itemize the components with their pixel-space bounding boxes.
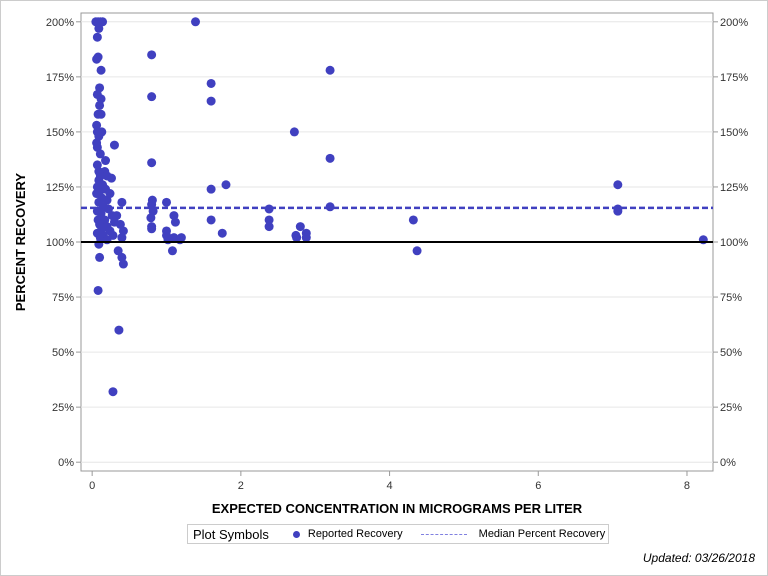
- x-tick-label: 2: [238, 480, 244, 492]
- data-point: [206, 184, 216, 194]
- data-point: [95, 149, 105, 159]
- data-point: [292, 233, 302, 243]
- data-point: [167, 246, 177, 256]
- legend-dash-icon: [420, 533, 467, 535]
- data-point: [147, 158, 157, 168]
- y-tick-label: 175%: [46, 72, 74, 84]
- x-axis-label: EXPECTED CONCENTRATION IN MICROGRAMS PER…: [212, 501, 583, 516]
- y-tick-label-right: 150%: [720, 127, 748, 139]
- y-tick-label: 150%: [46, 127, 74, 139]
- data-point: [101, 156, 111, 166]
- y-tick-label-right: 0%: [720, 457, 736, 469]
- y-tick-label: 50%: [52, 347, 74, 359]
- data-point: [264, 215, 274, 225]
- data-point: [114, 325, 124, 335]
- y-tick-label: 100%: [46, 237, 74, 249]
- legend-entry-reported: Reported Recovery: [307, 528, 403, 540]
- data-point: [95, 100, 105, 110]
- y-tick-label: 125%: [46, 182, 74, 194]
- y-tick-label: 75%: [52, 292, 74, 304]
- data-point: [112, 211, 122, 221]
- y-tick-label-right: 75%: [720, 292, 742, 304]
- data-point: [95, 252, 105, 262]
- data-point: [92, 54, 102, 64]
- data-point: [206, 96, 216, 106]
- data-point: [96, 65, 106, 75]
- data-point: [147, 224, 157, 234]
- data-point: [108, 387, 118, 397]
- data-point: [93, 285, 103, 295]
- data-point: [170, 217, 180, 227]
- data-point: [102, 195, 112, 205]
- scatter-chart: 0% 0% 25% 25% 50% 50% 75% 75% 100% 100% 125% 125% 15…: [13, 12, 748, 516]
- data-point: [93, 109, 103, 119]
- data-point: [147, 50, 157, 60]
- y-axis-label: PERCENT RECOVERY: [13, 173, 28, 312]
- data-point: [264, 222, 274, 232]
- legend: Plot Symbols Reported Recovery Median Pe…: [187, 524, 609, 544]
- x-tick-label: 6: [535, 480, 541, 492]
- data-point: [118, 259, 128, 269]
- data-point: [92, 32, 102, 42]
- data-point: [162, 197, 172, 207]
- data-point: [295, 222, 305, 232]
- y-tick-label: 0%: [58, 457, 74, 469]
- legend-title: Plot Symbols: [193, 526, 269, 542]
- y-tick-label-right: 25%: [720, 402, 742, 414]
- data-point: [613, 180, 623, 190]
- x-tick-label: 0: [89, 480, 95, 492]
- data-point: [289, 127, 299, 137]
- updated-date: Updated: 03/26/2018: [642, 551, 755, 565]
- data-point: [106, 173, 116, 183]
- data-point: [146, 213, 156, 223]
- y-tick-label: 200%: [46, 17, 74, 29]
- legend-dot-icon: [292, 530, 300, 538]
- data-point: [92, 120, 102, 130]
- y-tick-label-right: 100%: [720, 237, 748, 249]
- legend-entry-median: Median Percent Recovery: [478, 528, 606, 540]
- data-point: [325, 65, 335, 75]
- y-tick-label-right: 125%: [720, 182, 748, 194]
- data-point: [408, 215, 418, 225]
- data-point: [412, 246, 422, 256]
- data-point: [191, 17, 201, 27]
- data-point: [113, 246, 123, 256]
- data-point: [115, 219, 125, 229]
- y-tick-label: 25%: [52, 402, 74, 414]
- y-tick-label-right: 175%: [720, 72, 748, 84]
- data-point: [206, 215, 216, 225]
- data-point: [109, 140, 119, 150]
- data-point: [206, 78, 216, 88]
- x-tick-label: 4: [387, 480, 393, 492]
- data-point: [221, 180, 231, 190]
- data-point: [217, 228, 227, 238]
- data-point: [325, 153, 335, 163]
- data-point: [98, 17, 108, 27]
- x-tick-label: 8: [684, 480, 690, 492]
- data-point: [147, 92, 157, 102]
- data-point: [301, 233, 311, 243]
- y-tick-label-right: 200%: [720, 17, 748, 29]
- data-point: [94, 23, 104, 33]
- y-tick-label-right: 50%: [720, 347, 742, 359]
- data-point: [117, 197, 127, 207]
